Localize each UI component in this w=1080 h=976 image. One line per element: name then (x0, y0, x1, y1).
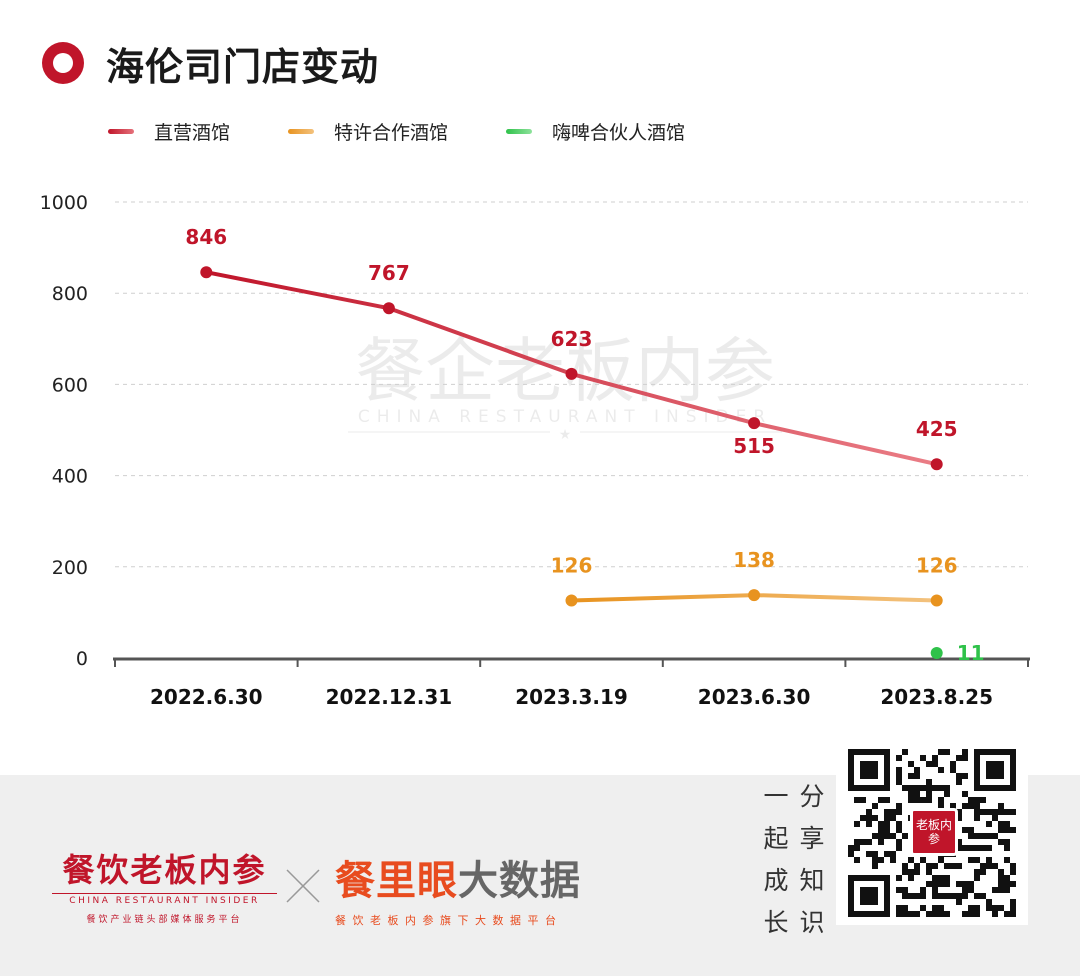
data-label: 138 (733, 548, 775, 572)
data-point (200, 266, 213, 279)
x-tick-label: 2023.6.30 (698, 685, 811, 709)
data-label: 846 (185, 225, 227, 249)
brand1-en: CHINA RESTAURANT INSIDER (52, 893, 277, 906)
brand2-main: 餐里眼大数据 (335, 848, 581, 906)
legend-swatch-partner (506, 129, 533, 134)
legend-item-partner: 嗨啤合伙人酒馆 (506, 118, 685, 145)
chart-title: 海伦司门店变动 (106, 44, 380, 89)
slogan-char: 识 (799, 908, 825, 937)
cross-icon (286, 869, 320, 903)
slogan-char: 一 (763, 782, 789, 811)
data-label: 11 (957, 641, 985, 665)
brand2-gray: 大数据 (458, 858, 581, 904)
data-label: 126 (916, 554, 958, 578)
x-tick-label: 2023.3.19 (515, 685, 628, 709)
data-label: 767 (368, 261, 410, 285)
data-label: 623 (551, 327, 593, 351)
data-point (748, 589, 761, 602)
x-tick-label: 2023.8.25 (880, 685, 993, 709)
data-point (565, 367, 578, 380)
data-point (565, 594, 578, 607)
y-tick-label: 600 (52, 374, 88, 396)
data-label: 126 (551, 554, 593, 578)
y-tick-label: 1000 (40, 192, 88, 214)
x-tick-label: 2022.12.31 (326, 685, 453, 709)
slogan-char: 成 (763, 866, 789, 895)
data-point (748, 417, 761, 430)
data-label: 425 (916, 417, 958, 441)
legend-label-partner: 嗨啤合伙人酒馆 (552, 122, 686, 144)
chart-header: 海伦司门店变动 (42, 38, 380, 89)
title-bullet-icon (42, 42, 84, 84)
legend-item-direct: 直营酒馆 (108, 118, 230, 145)
data-point (930, 458, 943, 471)
brand2-sub: 餐饮老板内参旗下大数据平台 (335, 914, 563, 927)
slogan-char: 长 (763, 908, 789, 937)
slogan-char: 享 (799, 824, 825, 853)
qr-badge: 老板内参 (910, 808, 958, 856)
legend: 直营酒馆 特许合作酒馆 嗨啤合伙人酒馆 (108, 118, 743, 145)
legend-item-franchise: 特许合作酒馆 (288, 118, 448, 145)
brand1-sub: 餐饮产业链头部媒体服务平台 (86, 915, 243, 925)
slogan-char: 起 (763, 824, 789, 853)
slogan-char: 分 (799, 782, 825, 811)
x-tick-label: 2022.6.30 (150, 685, 263, 709)
legend-label-direct: 直营酒馆 (154, 122, 231, 144)
data-point (382, 302, 395, 315)
brand2-red: 餐里眼 (335, 858, 458, 904)
slogan: 一 分 起 享 成 知 长 识 (758, 780, 830, 940)
legend-swatch-franchise (288, 129, 315, 134)
y-tick-label: 200 (52, 557, 88, 579)
legend-swatch-direct (108, 129, 134, 134)
watermark: 餐企老板内参 CHINA RESTAURANT INSIDER ★ (348, 330, 782, 443)
slogan-char: 知 (799, 866, 825, 895)
brand1-main: 餐饮老板内参 (62, 851, 267, 889)
data-point (930, 594, 943, 607)
y-tick-label: 800 (52, 283, 88, 305)
brand-logo-canyin: 餐饮老板内参 CHINA RESTAURANT INSIDER 餐饮产业链头部媒… (52, 845, 277, 925)
y-tick-label: 400 (52, 466, 88, 488)
data-label: 515 (733, 434, 775, 458)
watermark-star-icon: ★ (559, 427, 572, 443)
data-point (930, 646, 943, 659)
brand-logo-canliyan: 餐里眼大数据 餐饮老板内参旗下大数据平台 (335, 848, 581, 928)
watermark-en: CHINA RESTAURANT INSIDER (358, 407, 772, 427)
y-tick-label: 0 (76, 648, 88, 670)
legend-label-franchise: 特许合作酒馆 (334, 122, 449, 144)
line-chart: 餐企老板内参 CHINA RESTAURANT INSIDER ★ 0 200 40… (40, 192, 1030, 709)
